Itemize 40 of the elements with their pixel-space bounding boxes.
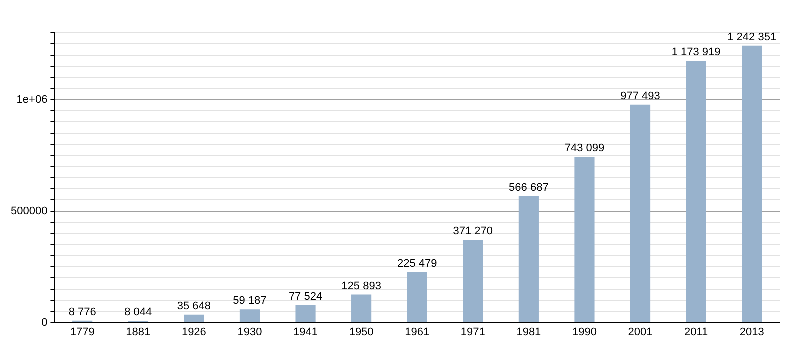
x-tick-label: 2001	[628, 326, 653, 338]
data-label: 59 187	[233, 295, 267, 308]
x-tick-label: 1971	[460, 326, 486, 338]
bar	[574, 157, 595, 322]
x-tick-label: 2011	[684, 326, 708, 338]
x-tick-label: 1881	[126, 326, 151, 338]
bar	[352, 294, 372, 322]
x-tick-label: 1961	[405, 326, 430, 338]
x-tick-label: 1981	[516, 326, 542, 338]
y-tick-label: 1e+06	[16, 94, 48, 106]
data-label: 35 648	[177, 300, 212, 312]
data-label: 1 173 919	[672, 46, 721, 59]
bar	[407, 272, 428, 322]
data-label: 1 242 351	[728, 31, 777, 44]
x-tick-label: 1990	[572, 326, 597, 338]
x-tick-label: 1950	[349, 326, 374, 338]
data-label: 77 524	[288, 291, 323, 304]
y-tick-label: 0	[42, 316, 48, 329]
x-tick-label: 1930	[238, 326, 262, 338]
bar	[240, 310, 260, 322]
bar	[686, 61, 706, 322]
data-label: 8 776	[68, 306, 96, 318]
bar	[742, 46, 762, 322]
data-label: 743 099	[564, 142, 605, 155]
bar	[630, 104, 651, 322]
data-label: 977 493	[620, 90, 660, 102]
bar	[296, 306, 316, 322]
bar	[463, 240, 484, 322]
bar	[518, 196, 539, 322]
x-tick-label: 1926	[182, 326, 206, 338]
data-label: 125 893	[342, 280, 382, 292]
x-tick-label: 2013	[740, 326, 764, 338]
bar	[184, 314, 204, 322]
data-label: 8 044	[124, 306, 152, 319]
x-tick-label: 1779	[70, 326, 95, 338]
data-label: 225 479	[397, 258, 438, 270]
x-tick-label: 1941	[294, 326, 318, 338]
data-label: 566 687	[509, 182, 549, 194]
y-tick-label: 500000	[10, 205, 48, 218]
data-label: 371 270	[453, 226, 494, 238]
